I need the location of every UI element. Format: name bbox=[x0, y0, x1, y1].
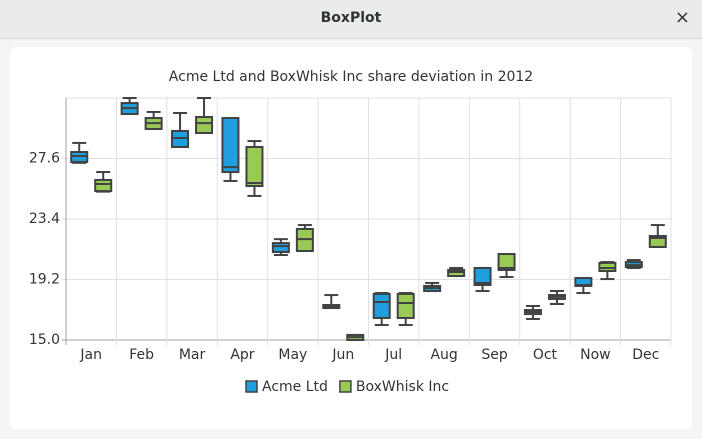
x-tick-label: Aug bbox=[430, 347, 457, 363]
legend-swatch bbox=[339, 380, 352, 393]
window-title: BoxPlot bbox=[320, 10, 382, 26]
box bbox=[245, 145, 264, 188]
x-tick-label: Feb bbox=[129, 347, 154, 363]
box bbox=[396, 292, 415, 319]
x-tick-label: Mar bbox=[179, 347, 206, 363]
legend-swatch bbox=[245, 380, 258, 393]
box bbox=[497, 253, 516, 271]
box bbox=[473, 266, 492, 286]
legend-label: Acme Ltd bbox=[262, 379, 328, 395]
y-tick-label: 23.4 bbox=[29, 211, 60, 227]
box bbox=[447, 268, 466, 278]
x-tick-label: Sep bbox=[481, 347, 508, 363]
x-tick-label: Oct bbox=[533, 347, 558, 363]
box bbox=[195, 116, 214, 135]
y-tick-label: 15.0 bbox=[29, 332, 60, 348]
box bbox=[94, 178, 113, 193]
box bbox=[221, 117, 240, 174]
box bbox=[271, 242, 290, 253]
x-tick-label: Dec bbox=[632, 347, 659, 363]
y-tick-label: 19.2 bbox=[29, 272, 60, 288]
x-tick-label: Jul bbox=[384, 347, 402, 363]
x-tick-label: Apr bbox=[230, 347, 254, 363]
chart-title: Acme Ltd and BoxWhisk Inc share deviatio… bbox=[169, 69, 533, 85]
x-tick-label: Jun bbox=[331, 347, 354, 363]
box bbox=[574, 277, 593, 287]
title-bar: BoxPlot × bbox=[0, 0, 702, 39]
x-tick-label: Now bbox=[580, 347, 611, 363]
box bbox=[598, 261, 617, 273]
box bbox=[372, 292, 391, 319]
x-tick-label: Jan bbox=[79, 347, 102, 363]
x-tick-label: May bbox=[278, 347, 307, 363]
legend-label: BoxWhisk Inc bbox=[356, 379, 449, 395]
box bbox=[648, 234, 667, 248]
close-button[interactable]: × bbox=[674, 7, 690, 28]
y-tick-label: 27.6 bbox=[29, 151, 60, 167]
